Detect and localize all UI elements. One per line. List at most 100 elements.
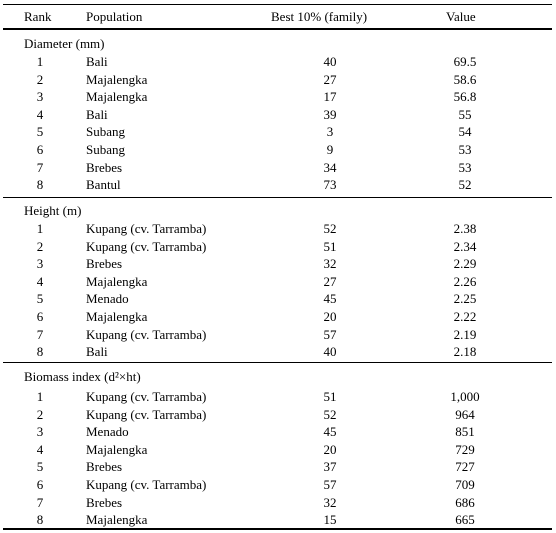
population-cell: Bali <box>86 54 108 69</box>
rank-cell: 2 <box>36 406 44 422</box>
rank-cell: 1 <box>36 389 44 404</box>
family-cell: 17 <box>323 89 337 105</box>
population-cell: Brebes <box>86 159 123 175</box>
value-cell: 2.26 <box>453 273 477 289</box>
family-cell: 52 <box>323 221 337 236</box>
header-rank: Rank <box>24 9 52 24</box>
table-row: 1 Kupang (cv. Tarramba) 51 1,000 <box>0 388 556 405</box>
population-cell: Majalengka <box>86 441 148 457</box>
population-cell: Majalengka <box>86 71 148 87</box>
population-cell: Menado <box>86 291 129 307</box>
rank-cell: 6 <box>36 309 44 324</box>
population-cell: Subang <box>86 124 125 140</box>
table-bottom-rule <box>3 528 552 530</box>
family-cell: 45 <box>323 291 337 307</box>
family-cell: 51 <box>323 389 337 404</box>
value-cell: 53 <box>458 142 472 157</box>
table-row: 6 Kupang (cv. Tarramba) 57 709 <box>0 476 556 493</box>
table-row: 2 Majalengka 27 58.6 <box>0 71 556 88</box>
population-cell: Majalengka <box>86 89 148 105</box>
family-cell: 57 <box>323 477 337 492</box>
table-row: 8 Bali 40 2.18 <box>0 343 556 360</box>
population-cell: Bali <box>86 106 108 122</box>
table-row: 2 Kupang (cv. Tarramba) 51 2.34 <box>0 238 556 255</box>
rank-cell: 5 <box>36 459 44 475</box>
population-cell: Bali <box>86 344 108 360</box>
population-cell: Menado <box>86 424 129 440</box>
population-cell: Kupang (cv. Tarramba) <box>86 477 207 492</box>
header-value: Value <box>446 9 476 24</box>
rank-cell: 1 <box>36 221 44 236</box>
family-cell: 20 <box>323 441 337 457</box>
family-cell: 51 <box>323 238 337 254</box>
population-cell: Brebes <box>86 256 123 272</box>
rank-cell: 7 <box>36 494 44 510</box>
section-title: Diameter (mm) <box>24 36 105 51</box>
family-cell: 45 <box>323 424 337 440</box>
family-cell: 20 <box>323 309 337 324</box>
rank-cell: 5 <box>36 124 44 140</box>
value-cell: 2.22 <box>453 309 477 324</box>
rank-cell: 8 <box>36 177 44 193</box>
family-cell: 15 <box>323 512 337 528</box>
family-cell: 3 <box>326 124 334 140</box>
table-row: 7 Brebes 34 53 <box>0 159 556 176</box>
family-cell: 27 <box>323 273 337 289</box>
value-cell: 55 <box>458 106 472 122</box>
section-title: Height (m) <box>24 203 82 218</box>
family-cell: 40 <box>323 344 337 360</box>
rank-cell: 4 <box>36 106 44 122</box>
rank-cell: 3 <box>36 424 44 440</box>
population-cell: Kupang (cv. Tarramba) <box>86 406 207 422</box>
population-cell: Kupang (cv. Tarramba) <box>86 238 207 254</box>
table-row: 6 Subang 9 53 <box>0 141 556 158</box>
population-cell: Brebes <box>86 459 123 475</box>
table-row: 4 Majalengka 27 2.26 <box>0 273 556 290</box>
table-row: 6 Majalengka 20 2.22 <box>0 308 556 325</box>
rank-cell: 6 <box>36 142 44 157</box>
value-cell: 2.34 <box>453 238 477 254</box>
family-cell: 73 <box>323 177 337 193</box>
population-cell: Kupang (cv. Tarramba) <box>86 389 207 404</box>
rank-cell: 1 <box>36 54 44 69</box>
table-row: 5 Subang 3 54 <box>0 123 556 140</box>
family-cell: 9 <box>326 142 334 157</box>
table-row: 5 Menado 45 2.25 <box>0 290 556 307</box>
family-cell: 40 <box>323 54 337 69</box>
header-rule <box>3 28 552 30</box>
value-cell: 56.8 <box>453 89 477 105</box>
value-cell: 53 <box>458 159 472 175</box>
value-cell: 686 <box>455 494 475 510</box>
value-cell: 2.38 <box>453 221 477 236</box>
population-cell: Subang <box>86 142 125 157</box>
family-cell: 52 <box>323 406 337 422</box>
table-row: 8 Majalengka 15 665 <box>0 511 556 528</box>
value-cell: 727 <box>455 459 475 475</box>
family-cell: 34 <box>323 159 337 175</box>
family-cell: 57 <box>323 326 337 342</box>
population-cell: Majalengka <box>86 512 148 528</box>
population-cell: Majalengka <box>86 273 148 289</box>
rank-cell: 8 <box>36 344 44 360</box>
table-row: 4 Bali 39 55 <box>0 106 556 123</box>
header-population: Population <box>86 9 143 24</box>
rank-cell: 7 <box>36 326 44 342</box>
table-row: 5 Brebes 37 727 <box>0 458 556 475</box>
table-row: 3 Brebes 32 2.29 <box>0 255 556 272</box>
table-row: 1 Kupang (cv. Tarramba) 52 2.38 <box>0 220 556 237</box>
population-cell: Bantul <box>86 177 121 193</box>
rank-cell: 4 <box>36 273 44 289</box>
table-row: 2 Kupang (cv. Tarramba) 52 964 <box>0 406 556 423</box>
family-cell: 32 <box>323 494 337 510</box>
population-cell: Brebes <box>86 494 123 510</box>
value-cell: 709 <box>455 477 475 492</box>
table-row: 7 Kupang (cv. Tarramba) 57 2.19 <box>0 326 556 343</box>
value-cell: 851 <box>455 424 475 440</box>
population-cell: Kupang (cv. Tarramba) <box>86 326 207 342</box>
value-cell: 2.29 <box>453 256 477 272</box>
header-best-family: Best 10% (family) <box>271 9 368 24</box>
section-divider <box>3 362 552 363</box>
rank-cell: 5 <box>36 291 44 307</box>
section-title: Biomass index (d²×ht) <box>24 369 141 384</box>
rank-cell: 2 <box>36 238 44 254</box>
